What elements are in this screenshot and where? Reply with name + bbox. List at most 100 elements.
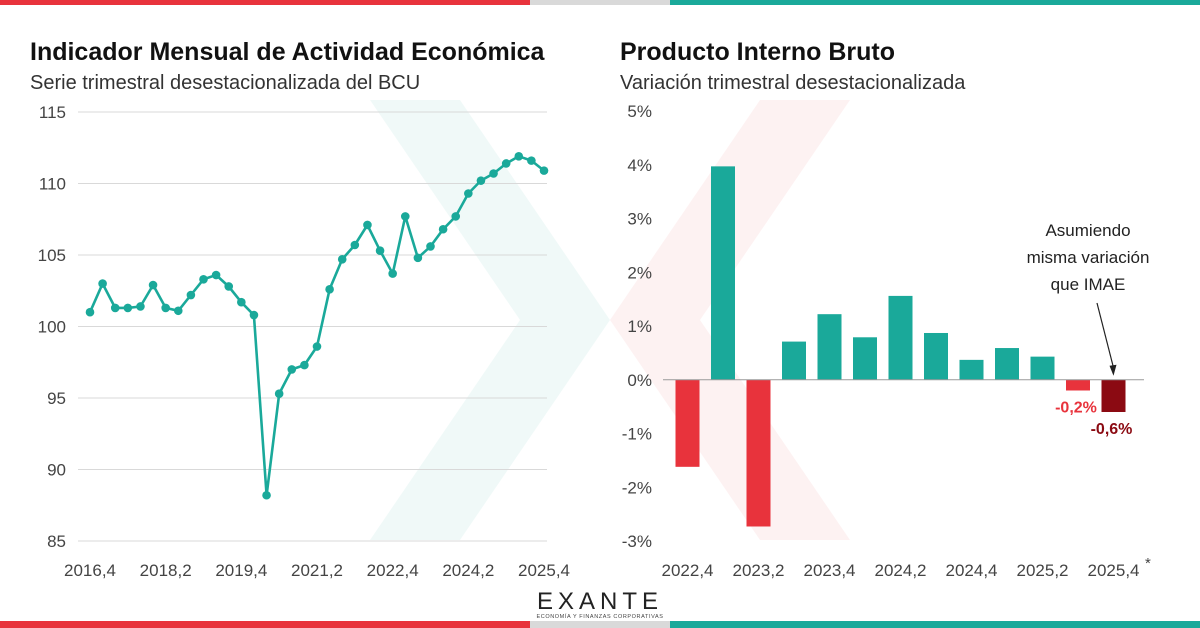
y-tick-label: -3%	[622, 532, 652, 551]
pib-bar-chart: -3% -2% -1% 0% 1% 2% 3% 4% 5% -0,2% -0,6% 2022,4 202…	[622, 102, 1151, 580]
y-tick-label: -2%	[622, 478, 652, 497]
exante-logo-tagline: ECONOMÍA Y FINANZAS CORPORATIVAS	[536, 614, 664, 620]
imae-data-point	[426, 242, 435, 251]
imae-data-point	[274, 389, 284, 399]
imae-data-point	[363, 220, 372, 230]
bar-data-label: -0,6%	[1091, 421, 1133, 438]
x-tick-label: 2025,2	[1017, 561, 1069, 580]
pib-bar	[1030, 356, 1055, 380]
footnote-marker: *	[1145, 555, 1151, 572]
imae-data-point	[400, 212, 410, 221]
imae-data-point	[199, 275, 208, 284]
imae-data-point	[237, 297, 246, 307]
y-tick-label: 3%	[627, 210, 652, 229]
pib-bar	[888, 295, 913, 380]
x-tick-label: 2021,2	[291, 561, 343, 580]
imae-data-point	[489, 169, 498, 178]
exante-logo-text: EXANTE	[536, 588, 664, 615]
pib-bar	[1101, 379, 1126, 412]
x-tick-label: 2025,4	[1088, 561, 1140, 580]
annotation-text: Asumiendo	[1045, 221, 1130, 240]
x-tick-label: 2016,4	[64, 561, 116, 580]
y-tick-label: 1%	[627, 317, 652, 336]
y-tick-label: 115	[39, 103, 66, 122]
x-tick-label: 2018,2	[140, 561, 192, 580]
y-tick-label: 95	[47, 389, 66, 408]
y-tick-label: 2%	[627, 263, 652, 282]
pib-bar	[817, 314, 842, 380]
top-brand-bar	[0, 0, 1200, 5]
annotation-arrow-head	[1109, 364, 1117, 376]
y-tick-label: 85	[47, 532, 66, 551]
imae-data-point	[350, 240, 360, 250]
pib-chart-title: Producto Interno Bruto	[620, 38, 895, 66]
exante-logo: EXANTE ECONOMÍA Y FINANZAS CORPORATIVAS	[520, 590, 680, 621]
x-tick-label: 2025,4	[518, 561, 570, 580]
y-tick-label: 0%	[627, 371, 652, 390]
pib-bar	[675, 379, 700, 467]
y-tick-label: 105	[38, 246, 66, 265]
imae-data-point	[249, 310, 259, 320]
pib-chart-subtitle: Variación trimestral desestacionalizada	[620, 72, 966, 94]
imae-data-point	[337, 254, 347, 264]
pib-bar	[711, 166, 735, 380]
bar-data-label: -0,2%	[1055, 400, 1097, 417]
imae-data-point	[388, 269, 397, 278]
imae-data-point	[262, 490, 271, 500]
imae-data-point	[312, 342, 322, 351]
imae-data-point	[539, 166, 549, 175]
imae-data-point	[413, 253, 423, 263]
imae-data-point	[123, 303, 133, 313]
imae-data-point	[438, 224, 448, 234]
pib-bar	[782, 341, 806, 380]
annotation-text: que IMAE	[1051, 275, 1126, 294]
y-tick-label: 5%	[627, 102, 652, 121]
imae-data-point	[464, 189, 473, 198]
imae-data-point	[476, 176, 486, 185]
pib-bar	[924, 332, 948, 380]
x-tick-label: 2024,2	[875, 561, 927, 580]
imae-data-point	[325, 285, 334, 294]
imae-data-point	[527, 156, 536, 165]
y-tick-label: 110	[39, 175, 66, 194]
imae-data-point	[148, 280, 158, 290]
imae-data-point	[211, 270, 221, 280]
imae-data-point	[110, 303, 120, 313]
x-tick-label: 2022,4	[367, 561, 419, 580]
pib-bar	[1066, 379, 1090, 391]
x-tick-label: 2024,4	[946, 561, 998, 580]
imae-series-line	[88, 155, 545, 497]
y-tick-label: 4%	[627, 156, 652, 175]
pib-bar	[959, 359, 984, 380]
y-tick-label: 90	[47, 461, 66, 480]
imae-chart-subtitle: Serie trimestral desestacionalizada del …	[30, 72, 421, 94]
imae-line-chart: 85 90 95 100 105 110 115 2016,4 2018,2 2019,4 2021…	[38, 103, 570, 580]
imae-data-point	[224, 282, 234, 291]
annotation-text: misma variación	[1027, 248, 1150, 267]
pib-bar	[853, 337, 877, 380]
imae-data-point	[85, 307, 95, 317]
y-tick-label: 100	[38, 318, 66, 337]
imae-chart-title: Indicador Mensual de Actividad Económica	[30, 38, 545, 66]
imae-data-point	[451, 212, 461, 221]
x-tick-label: 2024,2	[442, 561, 494, 580]
imae-data-point	[98, 279, 107, 288]
imae-data-point	[173, 306, 183, 316]
y-tick-label: -1%	[622, 425, 652, 444]
x-tick-label: 2023,2	[733, 561, 785, 580]
imae-data-point	[161, 303, 170, 313]
x-tick-label: 2022,4	[662, 561, 714, 580]
imae-data-point	[514, 152, 524, 161]
imae-data-point	[186, 290, 196, 300]
x-tick-label: 2019,4	[215, 561, 267, 580]
x-tick-label: 2023,4	[804, 561, 856, 580]
bottom-brand-bar	[0, 621, 1200, 628]
annotation-arrow-line	[1096, 302, 1115, 368]
imae-data-point	[136, 302, 145, 311]
pib-bar	[995, 348, 1019, 380]
imae-data-point	[375, 246, 385, 256]
imae-data-point	[501, 159, 511, 168]
imae-data-point	[300, 360, 309, 370]
pib-bar	[746, 379, 771, 527]
imae-data-point	[287, 365, 297, 374]
